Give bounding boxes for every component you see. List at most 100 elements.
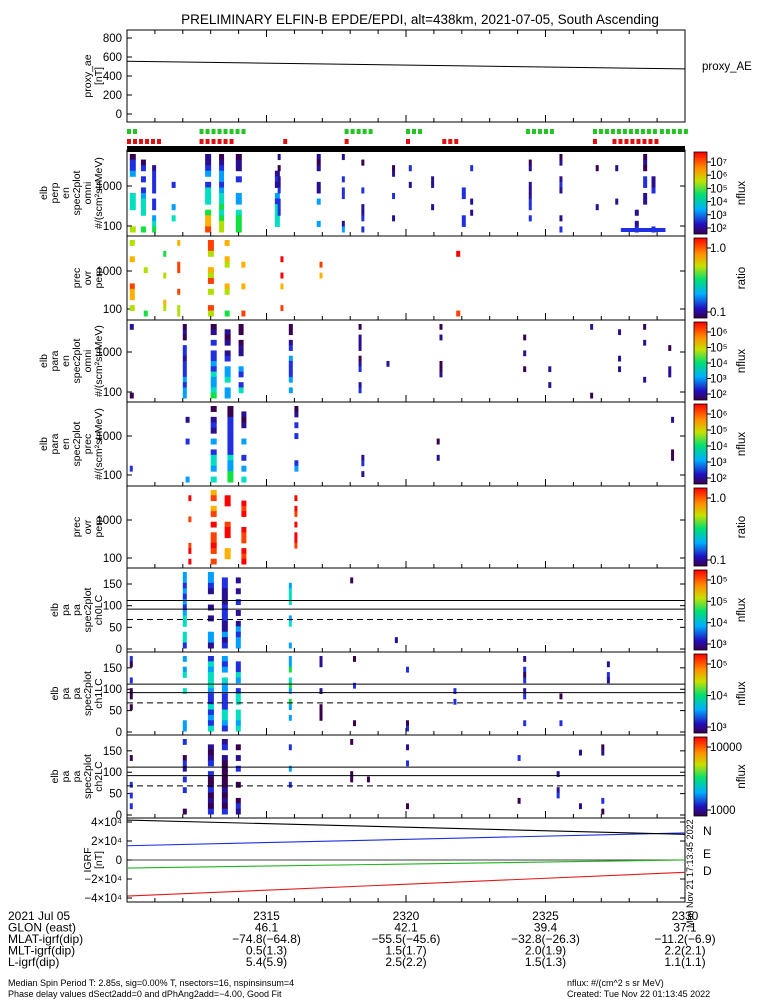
pa_ch0-pixel — [221, 588, 228, 595]
perp-omni-pixel — [341, 154, 345, 161]
pa_ch1-pixel — [288, 714, 292, 721]
perp-omni-pixel — [316, 154, 321, 161]
perp-omni-pixel — [205, 165, 212, 172]
pa_ch0-pixel — [221, 620, 228, 627]
pa_ch2-pixel — [406, 760, 409, 767]
para-omni-pixel — [182, 382, 187, 388]
para-prec-pixel — [294, 422, 299, 429]
pa_ch1-pixel — [235, 677, 241, 684]
pa_ch2-pixel — [601, 797, 605, 804]
para-prec-pixel — [294, 406, 299, 412]
para-omni-pixel — [210, 366, 217, 373]
ratio2-pixel — [294, 505, 298, 512]
para-prec-pixel — [210, 416, 217, 423]
perp-omni-pixel — [361, 204, 365, 211]
para-prec-colorbar-ticklabel: 10⁴ — [710, 441, 728, 453]
perp-omni-pixel — [235, 176, 242, 183]
para-omni-pixel — [224, 350, 231, 357]
flag-green-mark — [223, 129, 228, 134]
pa_ch2-pixel — [235, 797, 241, 804]
perp-omni-pixel — [643, 181, 648, 188]
pa_ch2-pixel — [221, 755, 228, 761]
flag-red-mark — [612, 139, 617, 144]
ratio1-pixel — [163, 299, 167, 306]
para-prec-pixel — [671, 416, 675, 423]
footer-flux-units: nflux: #/(cm^2 s sr MeV) — [567, 978, 664, 988]
pa_ch2-pixel — [578, 749, 582, 756]
pa_ch2-ticklabel: 0 — [116, 810, 122, 822]
pa_ch2-pixel — [207, 781, 214, 788]
pa_ch2-ticklabel: 50 — [109, 789, 122, 801]
pa_ch2-pixel — [221, 808, 228, 815]
perp-omni-colorbar-ticklabel: 10⁶ — [710, 170, 728, 182]
perp-omni-pixel — [140, 226, 146, 233]
pa_ch1-pixel — [453, 698, 457, 705]
perp-omni-pixel — [470, 209, 474, 216]
pa_ch1-pixel — [207, 666, 214, 673]
para-omni-pixel — [224, 371, 231, 378]
perp-omni-pixel — [277, 165, 281, 172]
para-omni-ylabel-line: en — [60, 355, 72, 367]
perp-omni-colorbar — [693, 151, 708, 235]
para-omni-pixel — [618, 355, 622, 362]
pa_ch1-ylabel-line: pa — [60, 688, 72, 700]
pa_ch1-ticklabel: 0 — [116, 727, 122, 739]
para-prec-pixel — [227, 411, 234, 418]
x-row-value: 2.5(2.2) — [385, 955, 426, 969]
ratio1-pixel — [129, 256, 135, 263]
perp-omni-pixel — [219, 187, 225, 194]
ratio2-pixel — [224, 521, 231, 528]
ratio2-pixel — [241, 527, 247, 533]
pa_ch2-pixel — [601, 749, 605, 756]
x-ticklabel: 2315 — [253, 909, 280, 923]
x-row-value: −74.8(−64.8) — [232, 932, 301, 946]
para-omni-pixel — [182, 355, 187, 362]
perp-omni-pixel — [205, 220, 212, 227]
pa_ch1-pixel — [319, 661, 323, 668]
ratio2-pixel — [188, 542, 192, 549]
perp-omni-pixel — [643, 154, 648, 161]
x-row-value: 37.1 — [673, 921, 697, 935]
perp-omni-pixel — [140, 209, 146, 216]
perp-omni-ylabel-line: spec2plot — [71, 170, 83, 215]
pa_ch0-pixel — [182, 577, 187, 584]
ratio2-pixel — [294, 542, 298, 549]
perp-omni-pixel — [316, 220, 321, 227]
perp-omni-pixel — [559, 187, 563, 194]
perp-omni-pixel — [274, 220, 280, 227]
flag-green-mark — [356, 129, 361, 134]
x-row-value: 2.2(2.1) — [664, 944, 705, 958]
ratio1-pixel — [163, 305, 167, 312]
para-omni-pixel — [548, 366, 552, 373]
para-omni-pixel — [590, 392, 594, 399]
pa_ch2-pixel — [221, 744, 228, 751]
pa_ch1-pixel — [319, 656, 323, 662]
ratio1-ylabel-line: prec — [71, 268, 83, 288]
perp-omni-pixel — [152, 165, 157, 172]
para-prec-pixel — [294, 460, 299, 467]
pa_ch2-pixel — [221, 803, 228, 810]
pa_ch2-pixel — [129, 803, 133, 810]
para-omni-pixel — [210, 324, 217, 330]
ratio1-pixel — [207, 278, 214, 284]
ratio2-pixel — [210, 542, 217, 549]
perp-omni-pixel — [219, 154, 225, 161]
perp-omni-pixel — [235, 159, 242, 166]
para-omni-pixel — [386, 361, 390, 367]
ratio2-pixel — [210, 521, 217, 528]
para-omni-pixel — [238, 324, 244, 330]
pa_ch1-pixel — [352, 682, 356, 689]
perp-omni-pixel — [152, 170, 157, 177]
para-omni-pixel — [210, 387, 217, 394]
pa_ch2-pixel — [182, 776, 187, 783]
perp-omni-pixel — [643, 176, 648, 183]
perp-omni-pixel — [634, 220, 639, 227]
pa_ch1-pixel — [606, 661, 610, 668]
perp-omni-pixel — [171, 215, 176, 222]
pa_ch2-pixel — [207, 749, 214, 756]
igrf-legend-N: N — [703, 824, 712, 838]
para-omni-pixel — [288, 355, 293, 362]
pa_ch2-pixel — [601, 744, 605, 751]
perp-omni-pixel — [559, 154, 563, 161]
flag-green-mark — [549, 129, 554, 134]
